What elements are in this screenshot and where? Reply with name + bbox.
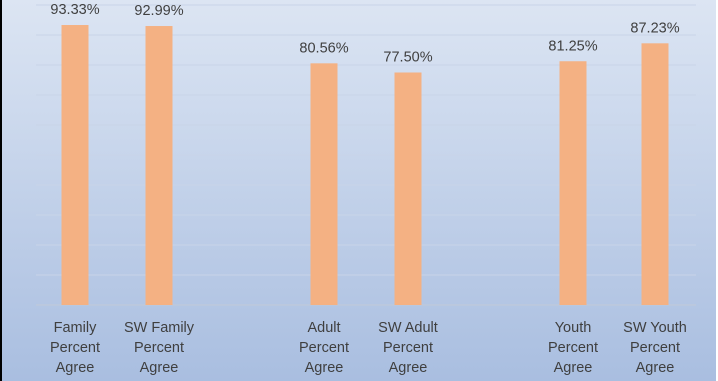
category-label-line: Percent — [548, 340, 598, 356]
bar — [310, 63, 338, 305]
category-label-line: SW Family — [124, 320, 195, 336]
category-label: Adult Percent Agree — [299, 320, 349, 376]
value-label: 87.23% — [630, 20, 679, 36]
bar — [145, 26, 173, 306]
category-label-line: Agree — [56, 360, 95, 376]
category-label-line: Percent — [50, 340, 100, 356]
category-label-line: Family — [54, 320, 97, 336]
category-label-line: SW Youth — [623, 320, 687, 336]
category-label: Youth Percent Agree — [548, 320, 598, 376]
bars — [61, 25, 669, 306]
category-label-line: Percent — [134, 340, 184, 356]
value-label: 77.50% — [383, 50, 432, 66]
category-label-line: Agree — [554, 360, 593, 376]
bar — [61, 25, 89, 305]
value-label: 80.56% — [299, 40, 348, 56]
category-label: Family Percent Agree — [50, 320, 100, 376]
category-label: SW Youth Percent Agree — [623, 320, 687, 376]
value-label: 81.25% — [548, 38, 597, 54]
category-label: SW Adult Percent Agree — [378, 320, 438, 376]
value-label: 93.33% — [50, 2, 99, 18]
value-labels: 93.33% 92.99% 80.56% 77.50% 81.25% 87.23% — [50, 2, 679, 65]
category-label-line: Youth — [555, 320, 592, 336]
category-label: SW Family Percent Agree — [124, 320, 195, 376]
category-label-line: Percent — [299, 340, 349, 356]
bar — [394, 72, 422, 305]
value-label: 92.99% — [134, 3, 183, 19]
category-label-line: Agree — [305, 360, 344, 376]
category-label-line: SW Adult — [378, 320, 438, 336]
category-label-line: Agree — [636, 360, 675, 376]
category-label-line: Percent — [383, 340, 433, 356]
bar — [641, 43, 669, 306]
bar — [559, 61, 587, 305]
category-label-line: Percent — [630, 340, 680, 356]
category-label-line: Adult — [307, 320, 340, 336]
category-label-line: Agree — [140, 360, 179, 376]
category-label-line: Agree — [389, 360, 428, 376]
